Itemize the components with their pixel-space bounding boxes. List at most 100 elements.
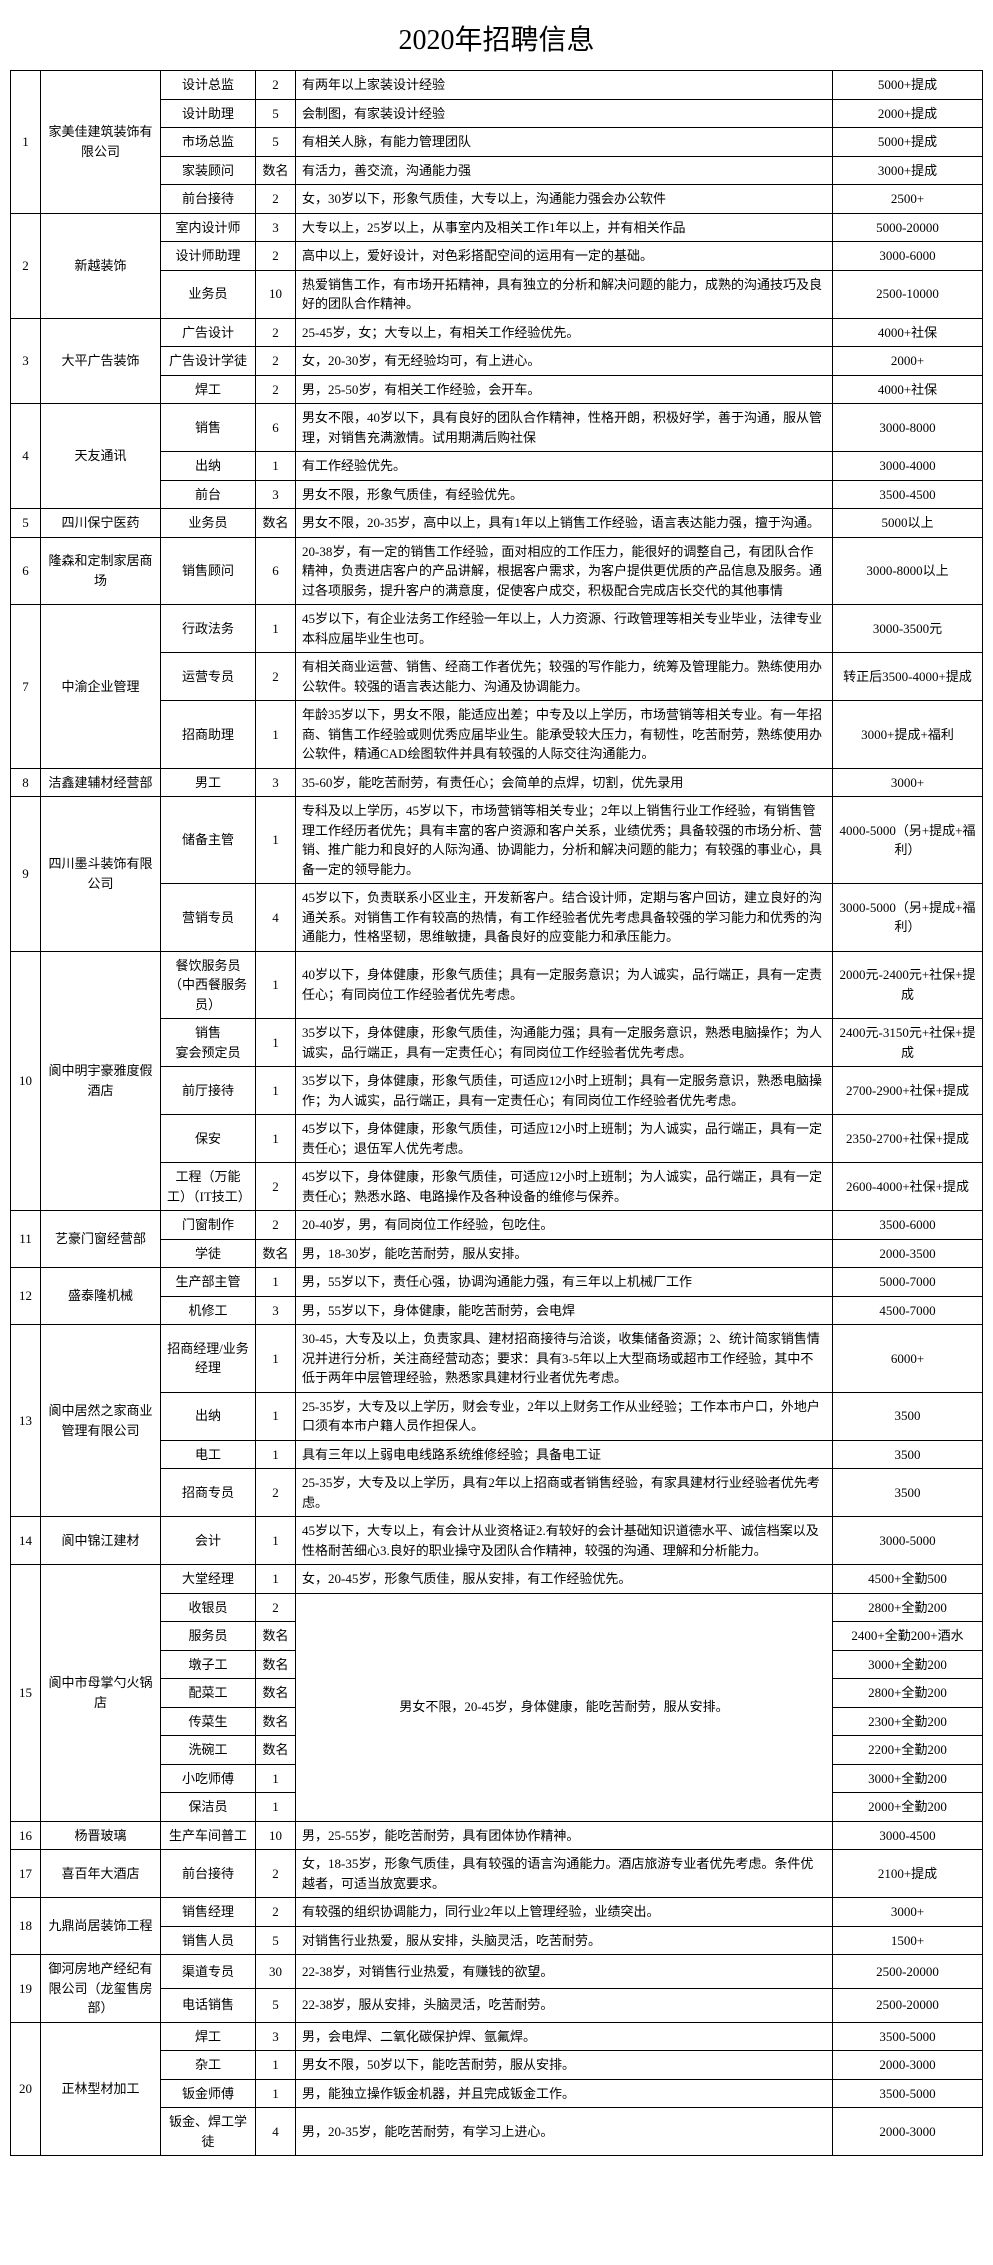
position: 大堂经理 (161, 1565, 256, 1594)
requirements: 有较强的组织协调能力，同行业2年以上管理经验，业绩突出。 (296, 1898, 833, 1927)
headcount: 1 (256, 951, 296, 1019)
headcount: 1 (256, 1115, 296, 1163)
salary: 5000+提成 (833, 128, 983, 157)
headcount: 3 (256, 2022, 296, 2051)
position: 营销专员 (161, 884, 256, 952)
position: 电话销售 (161, 1988, 256, 2022)
requirements: 有相关商业运营、销售、经商工作者优先；较强的写作能力，统筹及管理能力。熟练使用办… (296, 653, 833, 701)
requirements: 45岁以下，大专以上，有会计从业资格证2.有较好的会计基础知识道德水平、诚信档案… (296, 1517, 833, 1565)
salary: 3000-6000 (833, 242, 983, 271)
recruitment-table: 1家美佳建筑装饰有限公司设计总监2有两年以上家装设计经验5000+提成设计助理5… (10, 70, 983, 2156)
salary: 2000+全勤200 (833, 1793, 983, 1822)
salary: 2400+全勤200+酒水 (833, 1622, 983, 1651)
salary: 2000+ (833, 347, 983, 376)
position: 传菜生 (161, 1707, 256, 1736)
position: 行政法务 (161, 605, 256, 653)
headcount: 数名 (256, 156, 296, 185)
headcount: 数名 (256, 1736, 296, 1765)
requirements: 男，25-50岁，有相关工作经验，会开车。 (296, 375, 833, 404)
position: 钣金师傅 (161, 2079, 256, 2108)
position: 保安 (161, 1115, 256, 1163)
position: 室内设计师 (161, 213, 256, 242)
requirements: 35岁以下，身体健康，形象气质佳，沟通能力强；具有一定服务意识，熟悉电脑操作；为… (296, 1019, 833, 1067)
headcount: 3 (256, 1296, 296, 1325)
company-name: 正林型材加工 (41, 2022, 161, 2156)
requirements: 45岁以下，负责联系小区业主，开发新客户。结合设计师，定期与客户回访，建立良好的… (296, 884, 833, 952)
row-index: 2 (11, 213, 41, 318)
salary: 4000+社保 (833, 375, 983, 404)
position: 出纳 (161, 452, 256, 481)
requirements: 男，25-55岁，能吃苦耐劳，具有团体协作精神。 (296, 1821, 833, 1850)
requirements: 热爱销售工作，有市场开拓精神，具有独立的分析和解决问题的能力，成熟的沟通技巧及良… (296, 270, 833, 318)
row-index: 9 (11, 797, 41, 952)
position: 生产部主管 (161, 1268, 256, 1297)
position: 洗碗工 (161, 1736, 256, 1765)
salary: 2000+提成 (833, 99, 983, 128)
headcount: 数名 (256, 1707, 296, 1736)
requirements: 25-45岁，女；大专以上，有相关工作经验优先。 (296, 318, 833, 347)
headcount: 1 (256, 1764, 296, 1793)
position: 门窗制作 (161, 1211, 256, 1240)
headcount: 2 (256, 242, 296, 271)
position: 会计 (161, 1517, 256, 1565)
company-name: 杨晋玻璃 (41, 1821, 161, 1850)
salary: 3000-5000（另+提成+福利） (833, 884, 983, 952)
headcount: 1 (256, 2079, 296, 2108)
salary: 2800+全勤200 (833, 1593, 983, 1622)
requirements: 25-35岁，大专及以上学历，具有2年以上招商或者销售经验，有家具建材行业经验者… (296, 1469, 833, 1517)
requirements: 25-35岁，大专及以上学历，财会专业，2年以上财务工作从业经验；工作本市户口，… (296, 1392, 833, 1440)
headcount: 1 (256, 1392, 296, 1440)
headcount: 6 (256, 404, 296, 452)
requirements: 男，20-35岁，能吃苦耐劳，有学习上进心。 (296, 2108, 833, 2156)
position: 出纳 (161, 1392, 256, 1440)
company-name: 新越装饰 (41, 213, 161, 318)
position: 工程（万能工）（IT技工） (161, 1163, 256, 1211)
position: 销售 (161, 404, 256, 452)
salary: 4500+全勤500 (833, 1565, 983, 1594)
requirements: 男，55岁以下，责任心强，协调沟通能力强，有三年以上机械厂工作 (296, 1268, 833, 1297)
salary: 3500-5000 (833, 2079, 983, 2108)
company-name: 艺豪门窗经营部 (41, 1211, 161, 1268)
position: 焊工 (161, 2022, 256, 2051)
page-title: 2020年招聘信息 (10, 18, 983, 58)
requirements: 45岁以下，身体健康，形象气质佳，可适应12小时上班制；为人诚实，品行端正，具有… (296, 1115, 833, 1163)
headcount: 1 (256, 1793, 296, 1822)
position: 前台接待 (161, 1850, 256, 1898)
salary: 3000+全勤200 (833, 1764, 983, 1793)
position: 招商经理/业务经理 (161, 1325, 256, 1393)
headcount: 2 (256, 1469, 296, 1517)
headcount: 2 (256, 185, 296, 214)
position: 招商助理 (161, 701, 256, 769)
salary: 3000-8000以上 (833, 537, 983, 605)
position: 学徒 (161, 1239, 256, 1268)
salary: 3000+提成+福利 (833, 701, 983, 769)
headcount: 3 (256, 213, 296, 242)
company-name: 大平广告装饰 (41, 318, 161, 404)
requirements: 20-38岁，有一定的销售工作经验，面对相应的工作压力，能很好的调整自己，有团队… (296, 537, 833, 605)
requirements: 专科及以上学历，45岁以下，市场营销等相关专业；2年以上销售行业工作经验，有销售… (296, 797, 833, 884)
headcount: 2 (256, 1593, 296, 1622)
position: 收银员 (161, 1593, 256, 1622)
headcount: 数名 (256, 1679, 296, 1708)
position: 设计助理 (161, 99, 256, 128)
headcount: 10 (256, 1821, 296, 1850)
position: 渠道专员 (161, 1955, 256, 1989)
position: 杂工 (161, 2051, 256, 2080)
salary: 1500+ (833, 1926, 983, 1955)
requirements: 45岁以下，身体健康，形象气质佳，可适应12小时上班制；为人诚实，品行端正，具有… (296, 1163, 833, 1211)
salary: 3000-4000 (833, 452, 983, 481)
requirements: 20-40岁，男，有同岗位工作经验，包吃住。 (296, 1211, 833, 1240)
position: 服务员 (161, 1622, 256, 1651)
salary: 2350-2700+社保+提成 (833, 1115, 983, 1163)
position: 焊工 (161, 375, 256, 404)
salary: 6000+ (833, 1325, 983, 1393)
requirements: 女，20-30岁，有无经验均可，有上进心。 (296, 347, 833, 376)
requirements: 男女不限，50岁以下，能吃苦耐劳，服从安排。 (296, 2051, 833, 2080)
position: 市场总监 (161, 128, 256, 157)
salary: 2200+全勤200 (833, 1736, 983, 1765)
headcount: 2 (256, 1211, 296, 1240)
row-index: 3 (11, 318, 41, 404)
salary: 2400元-3150元+社保+提成 (833, 1019, 983, 1067)
headcount: 数名 (256, 509, 296, 538)
headcount: 1 (256, 452, 296, 481)
